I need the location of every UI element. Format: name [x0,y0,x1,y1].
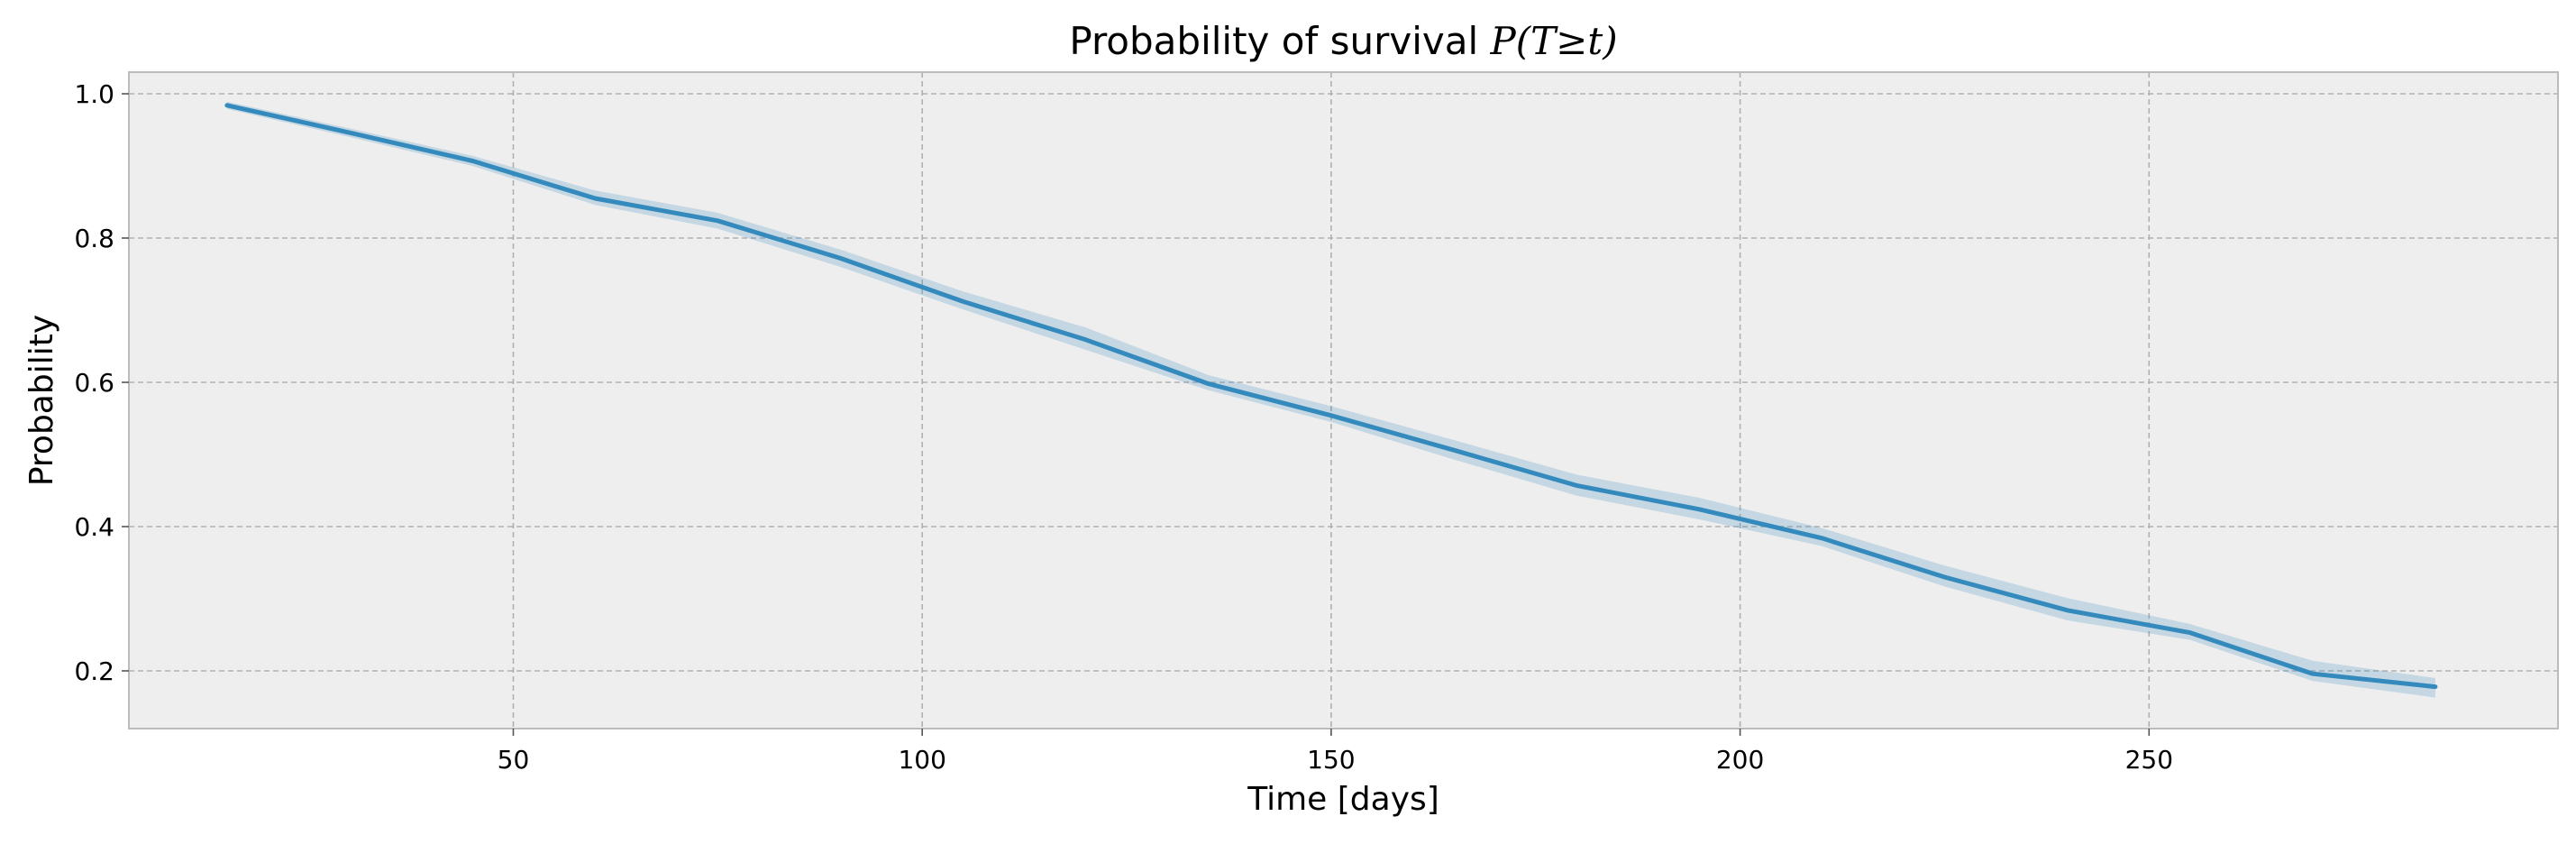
survival-line [224,103,2438,690]
ticks: 50 100 150 200 250 0.2 0.4 0.6 0.8 1.0 [74,79,2173,775]
x-tick-label: 100 [898,745,945,775]
chart-title-text: Probability of survival [1069,19,1490,63]
y-tick-label: 0.8 [74,224,114,253]
y-axis-label: Probability [23,315,60,486]
y-tick-label: 0.6 [74,368,114,398]
confidence-band [226,101,2435,698]
y-tick-label: 1.0 [74,79,114,109]
x-tick-label: 250 [2125,745,2173,775]
plot-frame [128,71,2559,729]
x-tick-label: 150 [1307,745,1355,775]
y-tick-label: 0.2 [74,656,114,686]
x-tick-label: 200 [1716,745,1764,775]
chart-title: Probability of survival P(T≥t) [1069,19,1617,63]
x-tick-label: 50 [498,745,530,775]
chart-title-math: P(T≥t) [1489,19,1617,63]
y-tick-label: 0.4 [74,512,114,542]
grid [129,72,2558,729]
x-axis-label: Time [days] [1247,781,1439,818]
